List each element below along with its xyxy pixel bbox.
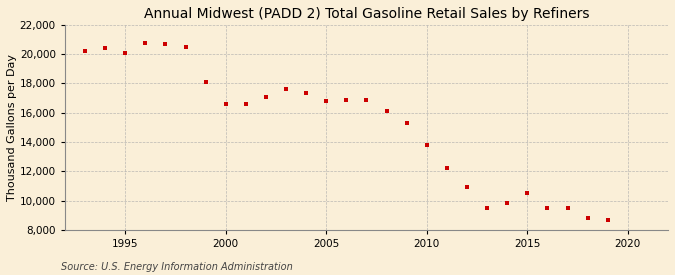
Text: Source: U.S. Energy Information Administration: Source: U.S. Energy Information Administ… bbox=[61, 262, 292, 272]
Title: Annual Midwest (PADD 2) Total Gasoline Retail Sales by Refiners: Annual Midwest (PADD 2) Total Gasoline R… bbox=[144, 7, 589, 21]
Y-axis label: Thousand Gallons per Day: Thousand Gallons per Day bbox=[7, 54, 17, 201]
